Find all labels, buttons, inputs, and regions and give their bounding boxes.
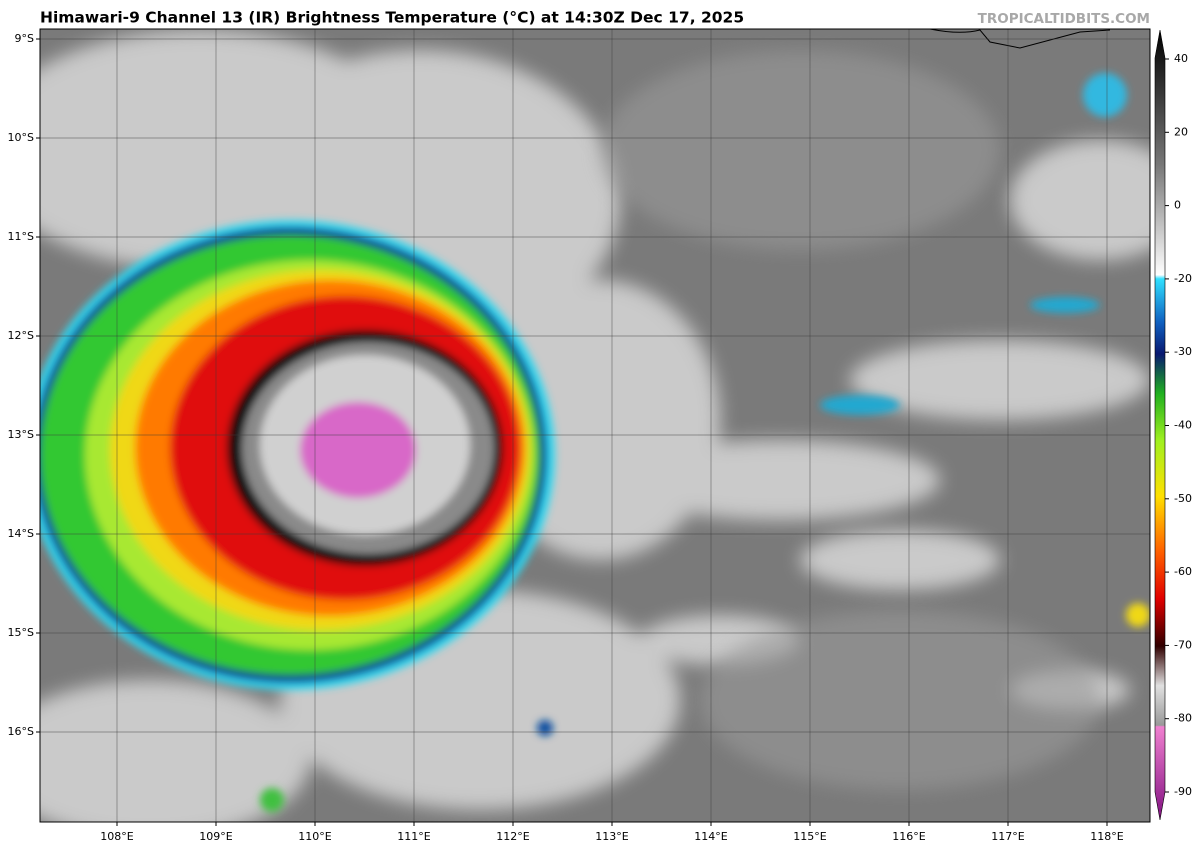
longitude-label: 110°E xyxy=(298,830,331,843)
colorbar-tick-label: -40 xyxy=(1174,419,1192,432)
colorbar-tick-label: 40 xyxy=(1174,52,1188,65)
longitude-label: 109°E xyxy=(199,830,232,843)
colorbar-tick-label: -80 xyxy=(1174,712,1192,725)
colorbar-tick-label: -20 xyxy=(1174,272,1192,285)
latitude-label: 14°S xyxy=(8,527,34,540)
latitude-label: 11°S xyxy=(8,230,34,243)
longitude-label: 118°E xyxy=(1090,830,1123,843)
longitude-label: 112°E xyxy=(496,830,529,843)
longitude-label: 115°E xyxy=(793,830,826,843)
latitude-label: 9°S xyxy=(15,32,34,45)
latitude-label: 12°S xyxy=(8,329,34,342)
longitude-label: 108°E xyxy=(100,830,133,843)
title: Himawari-9 Channel 13 (IR) Brightness Te… xyxy=(40,9,744,27)
longitude-label: 111°E xyxy=(397,830,430,843)
satellite-image xyxy=(40,29,1150,822)
watermark: TROPICALTIDBITS.COM xyxy=(978,11,1150,27)
graticule xyxy=(40,29,1150,822)
longitude-label: 113°E xyxy=(595,830,628,843)
latitude-label: 10°S xyxy=(8,131,34,144)
map-frame xyxy=(39,28,1151,823)
colorbar-tick-label: 0 xyxy=(1174,199,1181,212)
latitude-label: 13°S xyxy=(8,428,34,441)
latitude-label: 16°S xyxy=(8,725,34,738)
longitude-label: 117°E xyxy=(991,830,1024,843)
longitude-label: 116°E xyxy=(892,830,925,843)
colorbar-tick-label: -50 xyxy=(1174,492,1192,505)
longitude-label: 114°E xyxy=(694,830,727,843)
colorbar-tick-label: -70 xyxy=(1174,638,1192,651)
colorbar-tick-label: -90 xyxy=(1174,785,1192,798)
latitude-label: 15°S xyxy=(8,626,34,639)
colorbar-tick-label: -30 xyxy=(1174,345,1192,358)
colorbar-tick-label: 20 xyxy=(1174,125,1188,138)
colorbar-tick-label: -60 xyxy=(1174,565,1192,578)
colorbar xyxy=(1154,29,1166,821)
